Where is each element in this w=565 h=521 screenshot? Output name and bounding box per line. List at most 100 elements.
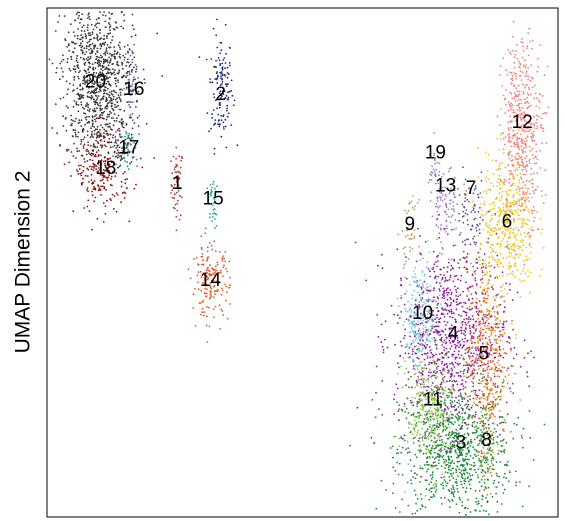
point bbox=[422, 257, 424, 259]
point bbox=[528, 160, 530, 162]
point bbox=[522, 57, 524, 59]
point bbox=[464, 369, 466, 371]
point bbox=[447, 299, 449, 301]
point bbox=[443, 428, 445, 430]
point bbox=[424, 431, 426, 433]
point bbox=[499, 334, 501, 336]
point bbox=[488, 211, 490, 213]
point bbox=[462, 379, 464, 381]
point bbox=[469, 333, 471, 335]
point bbox=[497, 424, 499, 426]
point bbox=[450, 265, 452, 267]
point bbox=[535, 105, 537, 107]
point bbox=[497, 313, 499, 315]
point bbox=[468, 409, 470, 411]
point bbox=[525, 67, 527, 69]
point bbox=[496, 486, 498, 488]
point bbox=[476, 498, 478, 500]
point bbox=[80, 42, 82, 44]
point bbox=[447, 456, 449, 458]
point bbox=[516, 227, 518, 229]
point bbox=[503, 348, 505, 350]
point bbox=[402, 474, 404, 476]
point bbox=[456, 503, 458, 505]
point bbox=[91, 166, 93, 168]
point bbox=[503, 439, 505, 441]
point bbox=[527, 275, 529, 277]
point bbox=[427, 357, 429, 359]
point bbox=[438, 436, 440, 438]
point bbox=[529, 258, 531, 260]
point bbox=[451, 414, 453, 416]
point bbox=[484, 414, 486, 416]
point bbox=[497, 259, 499, 261]
point bbox=[400, 284, 402, 286]
point bbox=[419, 444, 421, 446]
point bbox=[433, 331, 435, 333]
point bbox=[482, 459, 484, 461]
point bbox=[448, 469, 450, 471]
point bbox=[459, 234, 461, 236]
point bbox=[435, 372, 437, 374]
point bbox=[453, 208, 455, 210]
point bbox=[499, 188, 501, 190]
point bbox=[518, 167, 520, 169]
point bbox=[112, 146, 114, 148]
point bbox=[432, 375, 434, 377]
point bbox=[529, 242, 531, 244]
point bbox=[476, 430, 478, 432]
point bbox=[534, 85, 536, 87]
point bbox=[203, 311, 205, 313]
point bbox=[529, 220, 531, 222]
point bbox=[462, 465, 464, 467]
point bbox=[452, 468, 454, 470]
point bbox=[447, 266, 449, 268]
point bbox=[482, 289, 484, 291]
point bbox=[508, 129, 510, 131]
point bbox=[460, 376, 462, 378]
point bbox=[434, 330, 436, 332]
point bbox=[413, 465, 415, 467]
point bbox=[533, 125, 535, 127]
point bbox=[509, 470, 511, 472]
point bbox=[91, 179, 93, 181]
point bbox=[464, 474, 466, 476]
point bbox=[498, 178, 500, 180]
point bbox=[426, 488, 428, 490]
point bbox=[501, 451, 503, 453]
point bbox=[204, 293, 206, 295]
point bbox=[484, 471, 486, 473]
point bbox=[413, 414, 415, 416]
point bbox=[87, 144, 89, 146]
point bbox=[442, 421, 444, 423]
point bbox=[504, 99, 506, 101]
point bbox=[483, 489, 485, 491]
point bbox=[447, 294, 449, 296]
point bbox=[201, 311, 203, 313]
point bbox=[202, 308, 204, 310]
point bbox=[434, 363, 436, 365]
point bbox=[488, 238, 490, 240]
point bbox=[441, 383, 443, 385]
point bbox=[512, 36, 514, 38]
point bbox=[527, 67, 529, 69]
point bbox=[494, 376, 496, 378]
point bbox=[528, 106, 530, 108]
point bbox=[479, 248, 481, 250]
point bbox=[444, 309, 446, 311]
point bbox=[502, 334, 504, 336]
point bbox=[91, 135, 93, 137]
point bbox=[440, 317, 442, 319]
point bbox=[90, 136, 92, 138]
point bbox=[487, 452, 489, 454]
point bbox=[516, 203, 518, 205]
point bbox=[387, 347, 389, 349]
point bbox=[519, 155, 521, 157]
point bbox=[487, 325, 489, 327]
point bbox=[507, 244, 509, 246]
point bbox=[491, 159, 493, 161]
point bbox=[495, 319, 497, 321]
point bbox=[456, 291, 458, 293]
point bbox=[79, 168, 81, 170]
point bbox=[469, 325, 471, 327]
